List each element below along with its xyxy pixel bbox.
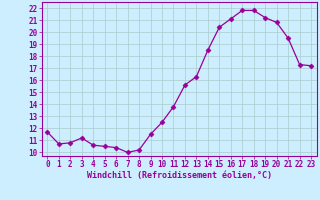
X-axis label: Windchill (Refroidissement éolien,°C): Windchill (Refroidissement éolien,°C) [87, 171, 272, 180]
